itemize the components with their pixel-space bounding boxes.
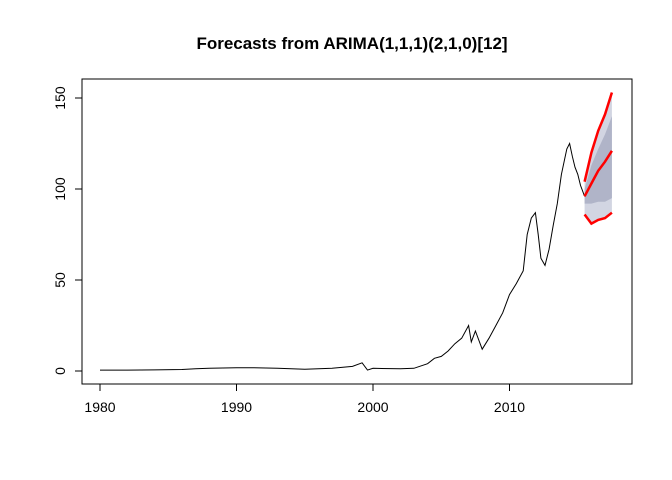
x-tick-label: 2010 <box>494 399 525 415</box>
y-tick-label: 150 <box>52 86 68 110</box>
x-tick-label: 1980 <box>84 399 115 415</box>
plot-area <box>100 92 614 371</box>
plot-frame <box>81 78 633 385</box>
y-axis: 0 50 100 150 <box>52 86 83 375</box>
x-tick-label: 2000 <box>357 399 388 415</box>
y-tick-label: 100 <box>52 177 68 201</box>
forecast-lower-line <box>583 211 613 226</box>
y-tick-label: 0 <box>52 367 68 375</box>
x-tick-label: 1990 <box>221 399 252 415</box>
y-tick-label: 50 <box>52 272 68 288</box>
forecast-mean-line <box>583 150 613 197</box>
forecast-upper-line <box>583 92 614 182</box>
x-axis: 1980 1990 2000 2010 <box>84 383 525 415</box>
chart-title: Forecasts from ARIMA(1,1,1)(2,1,0)[12] <box>196 34 507 53</box>
history-line <box>100 142 586 371</box>
